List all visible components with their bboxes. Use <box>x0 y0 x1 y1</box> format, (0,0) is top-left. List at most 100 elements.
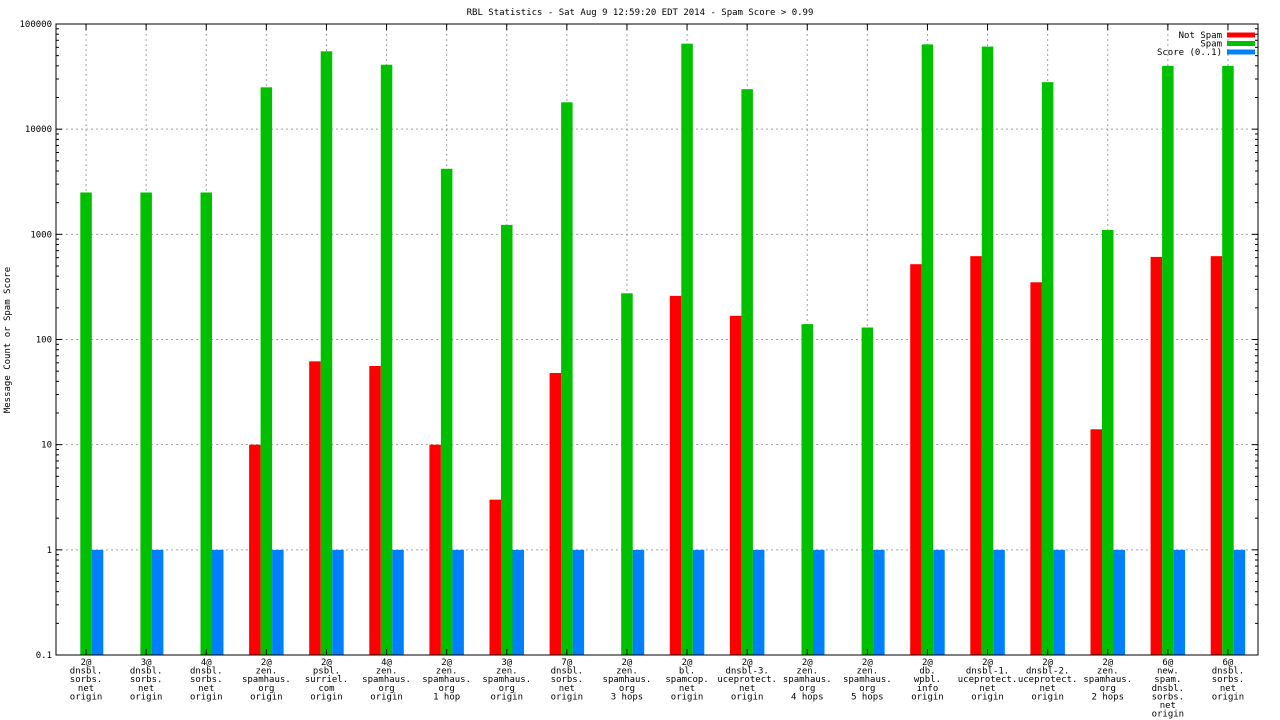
bar-spam <box>981 46 994 655</box>
x-tick-label: 5 hops <box>851 692 884 702</box>
bar-spam <box>1222 65 1234 655</box>
bar-spam <box>260 87 273 655</box>
x-tick-label: zen. <box>376 667 398 677</box>
bar-spam <box>200 192 212 655</box>
x-tick-label: 2@ <box>1042 658 1053 668</box>
x-tick-label: origin <box>971 692 1004 702</box>
x-tick-label: spamhaus. <box>482 675 531 685</box>
bar-spam <box>621 293 633 655</box>
bar-spam <box>80 192 92 655</box>
bar-spam <box>1102 229 1114 655</box>
bar-score-0-1 <box>1233 549 1246 655</box>
x-tick-label: 2@ <box>1102 658 1113 668</box>
bar-score-0-1 <box>512 549 524 655</box>
bar-not-spam <box>1210 256 1223 655</box>
y-tick-label: 0.1 <box>36 651 52 661</box>
bar-score-0-1 <box>272 549 284 655</box>
x-tick-label: spamhaus. <box>783 675 832 685</box>
bar-not-spam <box>549 373 562 655</box>
x-tick-label: net <box>1040 684 1056 694</box>
x-tick-label: org <box>378 684 394 694</box>
x-tick-label: origin <box>1031 692 1064 702</box>
x-tick-label: 6@ <box>1162 658 1173 668</box>
x-tick-label: net <box>198 684 214 694</box>
x-tick-label: net <box>739 684 755 694</box>
y-tick-label: 10 <box>41 441 52 451</box>
x-tick-label: 1 hop <box>433 692 460 702</box>
x-tick-label: origin <box>551 692 584 702</box>
x-tick-label: net <box>979 684 995 694</box>
bar-not-spam <box>1150 256 1163 655</box>
bar-not-spam <box>489 499 501 655</box>
x-tick-label: 4@ <box>381 658 392 668</box>
x-tick-label: origin <box>70 692 103 702</box>
x-tick-label: uceprotect. <box>1018 675 1078 685</box>
x-tick-label: net <box>1220 684 1236 694</box>
x-tick-label: 3@ <box>501 658 512 668</box>
bar-score-0-1 <box>151 549 164 655</box>
x-tick-label: zen. <box>436 667 458 677</box>
x-tick-label: sorbs. <box>1152 692 1185 702</box>
x-ticks-layer: 2@dnsbl.sorbs.netorigin3@dnsbl.sorbs.net… <box>70 24 1244 720</box>
x-tick-label: dnsbl-1. <box>966 667 1009 677</box>
bar-not-spam <box>1090 429 1102 655</box>
bars-layer <box>80 43 1246 656</box>
x-tick-label: origin <box>671 692 704 702</box>
plot-frame <box>55 23 1259 656</box>
bar-spam <box>801 324 813 655</box>
y-tick-label: 1 <box>47 546 52 556</box>
x-tick-label: info <box>917 684 939 694</box>
x-tick-label: spam. <box>1154 675 1181 685</box>
x-tick-label: origin <box>1152 710 1185 720</box>
bar-spam <box>440 168 453 656</box>
y-tick-label: 100000 <box>19 20 52 30</box>
x-tick-label: 2@ <box>982 658 993 668</box>
bar-score-0-1 <box>993 549 1005 655</box>
bar-not-spam <box>429 444 441 655</box>
x-tick-label: zen. <box>796 667 818 677</box>
y-axis-label: Message Count or Spam Score <box>3 267 13 413</box>
x-tick-label: dnsbl. <box>130 667 163 677</box>
x-tick-label: origin <box>911 692 944 702</box>
x-tick-label: dnsbl. <box>70 667 103 677</box>
x-tick-label: spamhaus. <box>242 675 291 685</box>
x-tick-label: spamhaus. <box>362 675 411 685</box>
x-tick-label: 3 hops <box>611 692 644 702</box>
x-tick-label: spamhaus. <box>1083 675 1132 685</box>
x-tick-label: zen. <box>616 667 638 677</box>
x-tick-label: net <box>679 684 695 694</box>
bar-spam <box>1041 82 1054 655</box>
x-tick-label: net <box>138 684 154 694</box>
grid-layer <box>56 24 1258 655</box>
x-tick-label: 2@ <box>321 658 332 668</box>
x-tick-label: origin <box>731 692 764 702</box>
x-tick-label: origin <box>370 692 403 702</box>
x-tick-label: dnsbl-2. <box>1026 667 1069 677</box>
bar-not-spam <box>729 315 742 655</box>
x-tick-label: origin <box>130 692 163 702</box>
x-tick-label: 2@ <box>802 658 813 668</box>
x-tick-label: 4 hops <box>791 692 824 702</box>
x-tick-label: spamhaus. <box>603 675 652 685</box>
x-tick-label: sorbs. <box>1212 675 1245 685</box>
x-tick-label: net <box>559 684 575 694</box>
x-tick-label: dnsbl. <box>1152 684 1185 694</box>
x-tick-label: org <box>799 684 815 694</box>
bar-score-0-1 <box>1113 549 1125 655</box>
bar-spam <box>140 192 152 655</box>
x-tick-label: 2@ <box>441 658 452 668</box>
bar-score-0-1 <box>813 549 825 655</box>
y-tick-label: 1000 <box>30 230 52 240</box>
x-tick-label: dnsbl-3. <box>725 667 768 677</box>
bar-spam <box>501 224 513 656</box>
x-tick-label: bl. <box>679 667 695 677</box>
x-tick-label: 2@ <box>261 658 272 668</box>
x-tick-label: zen. <box>496 667 518 677</box>
x-tick-label: com <box>318 684 334 694</box>
x-tick-label: 2@ <box>682 658 693 668</box>
x-tick-label: origin <box>1212 692 1245 702</box>
bar-not-spam <box>309 361 321 655</box>
x-tick-label: 6@ <box>1223 658 1234 668</box>
x-tick-label: zen. <box>1097 667 1119 677</box>
